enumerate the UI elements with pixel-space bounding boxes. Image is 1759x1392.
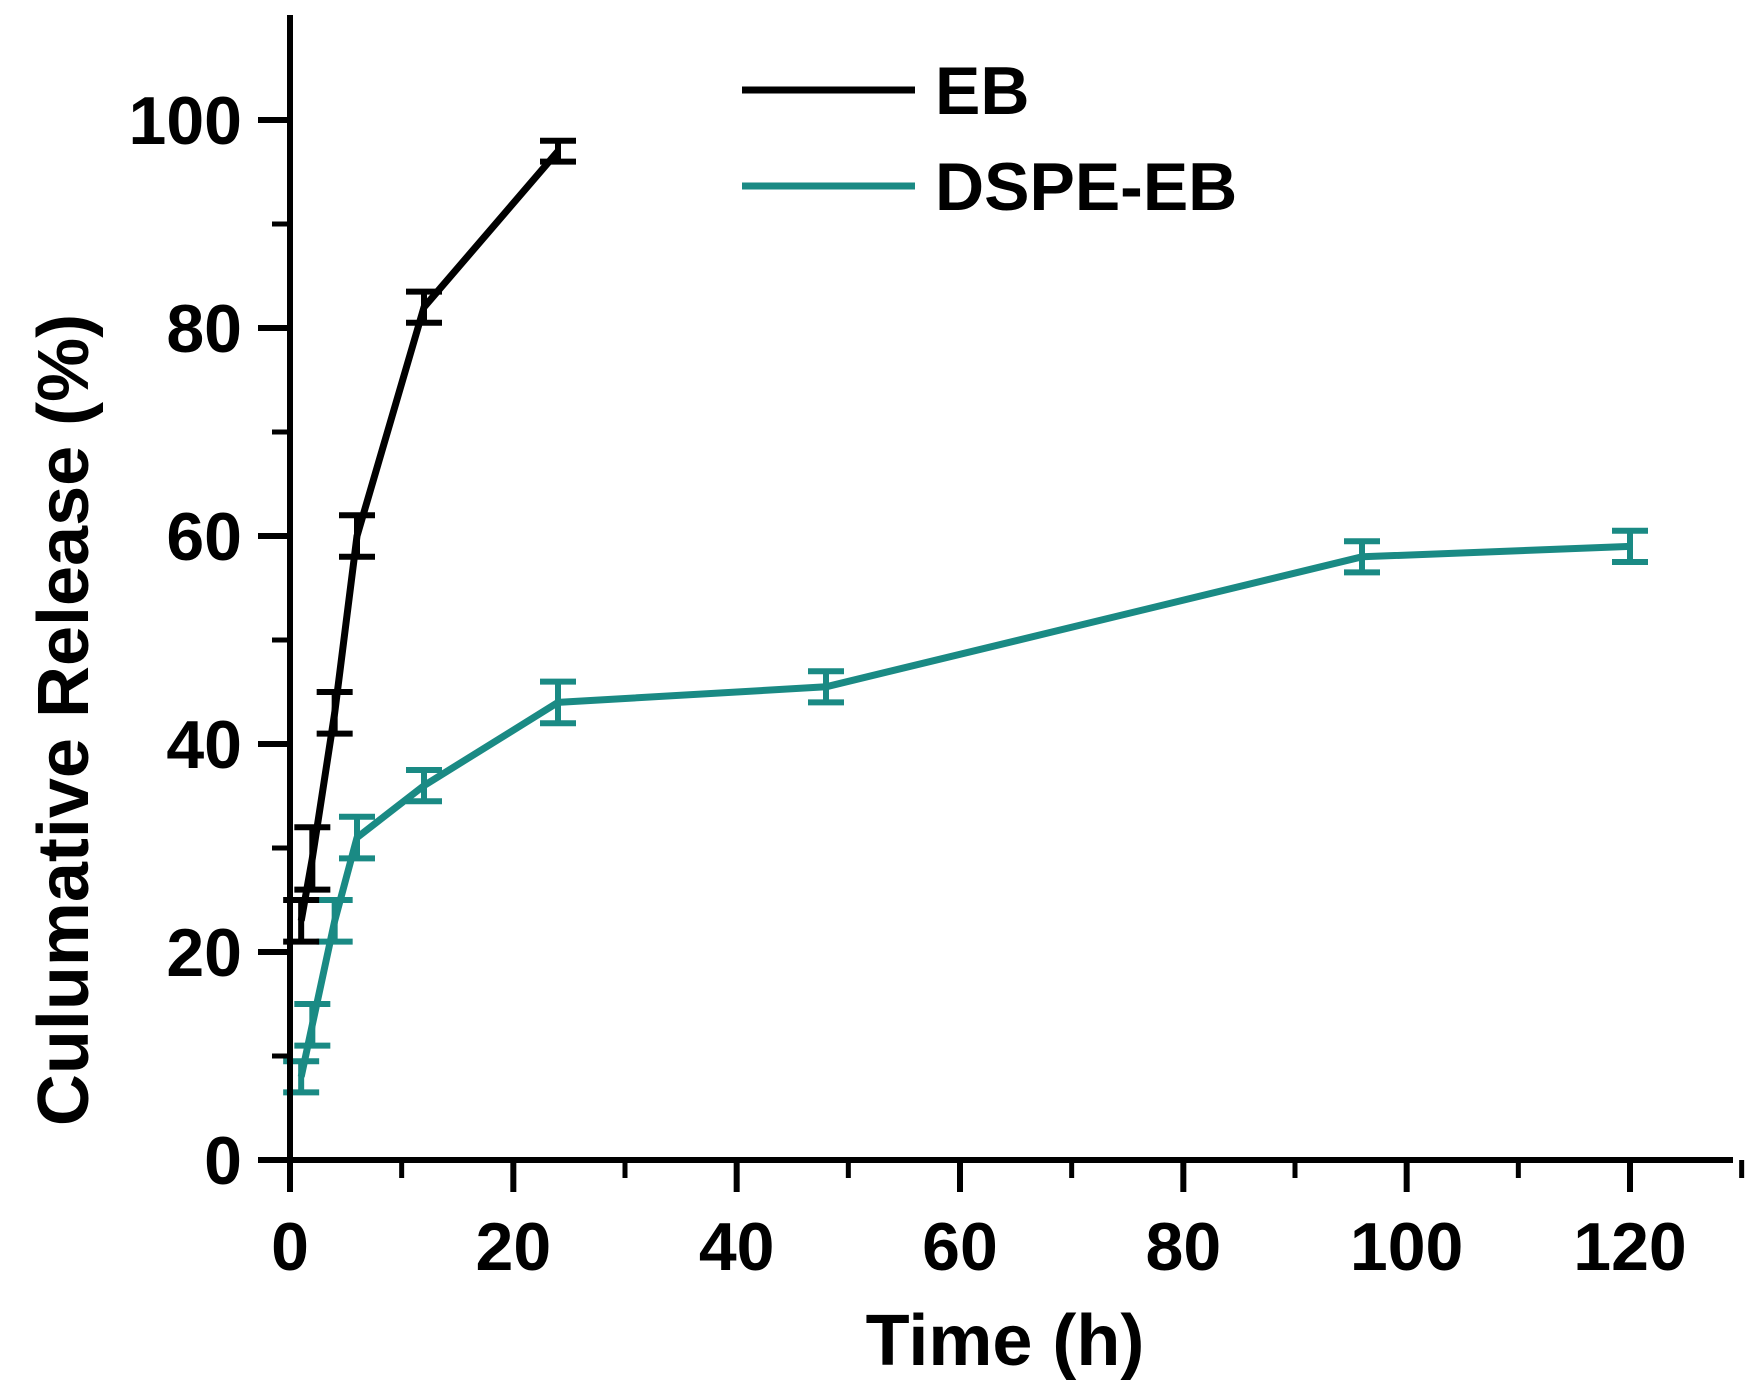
y-tick-label: 80: [166, 291, 242, 367]
data-point: [423, 306, 425, 309]
x-tick-label: 100: [1350, 1209, 1463, 1285]
data-point: [300, 919, 303, 922]
error-bar-dspe-eb: [1344, 538, 1380, 576]
y-tick-label: 0: [204, 1123, 242, 1199]
legend-label-eb: EB: [935, 53, 1029, 129]
series-eb: [283, 137, 576, 945]
data-point: [333, 919, 336, 922]
data-point: [557, 150, 559, 153]
x-tick-label: 40: [699, 1209, 775, 1285]
series-line-eb: [297, 148, 561, 922]
data-point: [311, 857, 314, 860]
data-point: [333, 711, 336, 714]
series-line-dspe-eb: [297, 542, 1631, 1078]
y-tick-label: 20: [166, 915, 242, 991]
data-point: [311, 1023, 314, 1026]
data-point: [1361, 555, 1363, 558]
error-bar-dspe-eb: [406, 767, 442, 805]
legend: EB DSPE-EB: [742, 53, 1237, 225]
data-point: [356, 836, 358, 839]
plot-area: [283, 137, 1648, 1096]
error-bar-eb: [339, 512, 375, 560]
x-tick-label: 20: [476, 1209, 552, 1285]
data-point: [825, 685, 827, 688]
x-tick-label: 120: [1573, 1209, 1686, 1285]
error-bar-dspe-eb: [316, 897, 353, 945]
y-tick-label: 60: [166, 499, 242, 575]
legend-label-dspe-eb: DSPE-EB: [935, 149, 1237, 225]
error-bar-eb: [540, 137, 576, 165]
data-point: [423, 784, 425, 787]
error-bar-eb: [316, 689, 353, 737]
x-tick-label: 60: [922, 1209, 998, 1285]
error-bar-dspe-eb: [540, 678, 576, 727]
y-tick-label: 100: [129, 83, 242, 159]
y-tick-label: 40: [166, 707, 242, 783]
data-point: [1629, 545, 1631, 548]
error-bar-dspe-eb: [1612, 527, 1648, 565]
x-tick-label: 0: [271, 1209, 309, 1285]
data-point: [557, 701, 559, 704]
x-axis-title: Time (h): [866, 1301, 1145, 1381]
error-bar-dspe-eb: [339, 813, 375, 862]
y-axis-title: Culumative Release (%): [24, 314, 104, 1126]
series-dspe-eb: [283, 527, 1648, 1096]
data-point: [356, 535, 358, 537]
data-point: [300, 1075, 303, 1078]
y-ticks: 0 20 40 60 80 100: [129, 83, 290, 1199]
error-bar-dspe-eb: [294, 1001, 331, 1049]
error-bar-dspe-eb: [808, 668, 844, 706]
x-tick-label: 80: [1146, 1209, 1222, 1285]
error-bar-eb: [294, 824, 331, 893]
x-ticks: 0 20 40 60 80 100 120: [271, 1160, 1745, 1285]
error-bar-eb: [406, 288, 442, 326]
